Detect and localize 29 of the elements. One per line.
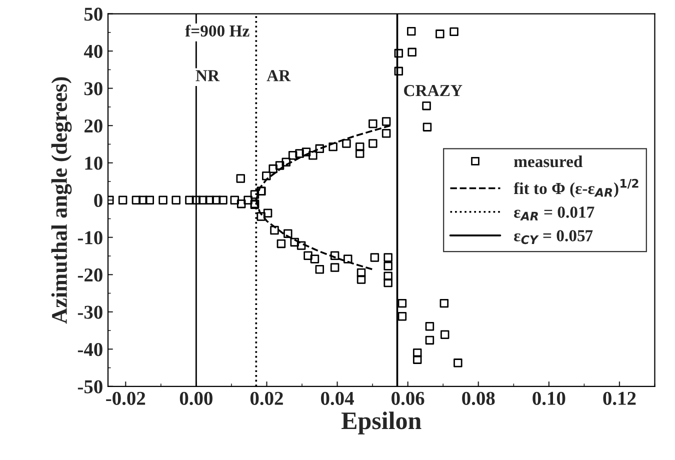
legend-label: ε$_{AR}$ = 0.017: [514, 206, 594, 220]
y-tick-label: -50: [78, 380, 102, 394]
y-tick-label: 0: [94, 194, 102, 208]
x-tick-label: 0.00: [180, 392, 212, 406]
legend-label: ε$_{CY}$ = 0.057: [514, 230, 593, 244]
y-tick-label: 50: [84, 8, 102, 21]
x-tick-label: 0.08: [462, 392, 495, 406]
x-tick-label: 0.02: [250, 392, 283, 406]
y-tick-label: 10: [85, 156, 102, 170]
x-tick-label: 0.10: [532, 392, 566, 406]
y-tick-label: 20: [84, 119, 102, 133]
y-tick-label: -30: [78, 306, 102, 319]
x-tick-label: 0.12: [603, 392, 636, 406]
y-tick-label: -10: [78, 231, 102, 244]
x-tick-label: 0.06: [392, 392, 424, 406]
y-tick-label: 30: [84, 82, 102, 96]
annotation: f=900 Hz: [185, 24, 250, 37]
annotation: CRAZY: [404, 85, 462, 96]
x-axis-title: Epsilon: [342, 412, 422, 434]
x-tick-label: 0.04: [321, 392, 354, 406]
legend-label: measured: [514, 155, 583, 168]
x-tick-label: -0.02: [106, 392, 146, 406]
annotation: AR: [266, 70, 291, 82]
y-axis-title: Azimuthal angle (degrees): [51, 77, 72, 324]
y-tick-label: -40: [78, 342, 102, 356]
y-tick-label: 40: [84, 44, 102, 58]
legend-label: fit to Φ (ε-ε$_{AR}$)$^{1/2}$: [514, 178, 638, 198]
y-tick-label: -20: [78, 268, 102, 282]
annotation: NR: [196, 70, 220, 82]
